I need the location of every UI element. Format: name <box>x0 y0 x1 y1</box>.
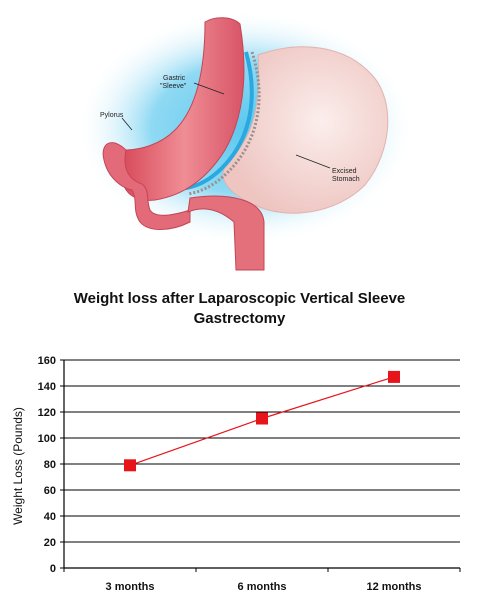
data-point-12-months <box>388 370 400 383</box>
pylorus-loop <box>102 142 191 230</box>
pylorus-label: Pylorus <box>100 112 133 131</box>
chart-title: Weight loss after Laparoscopic Vertical … <box>0 289 479 329</box>
y-tick-label-160: 160 <box>38 355 56 367</box>
excised-stomach-label: Excised Stomach <box>295 154 360 183</box>
chart-title-line-1: Weight loss after Laparoscopic Vertical … <box>73 290 406 307</box>
weight-loss-chart: 0 20 40 60 80 100 120 140 160 3 months 6 months 12… <box>11 355 461 593</box>
y-tick-label-60: 60 <box>44 485 56 497</box>
gastrectomy-illustration: Gastric "Sleeve" Pylorus Excised Stomach <box>75 10 415 271</box>
y-tick-label-100: 100 <box>38 433 56 445</box>
x-tick-label-1: 3 months <box>106 581 155 593</box>
y-tick-labels: 0 20 40 60 80 100 120 140 160 <box>38 355 56 575</box>
y-tick-label-120: 120 <box>38 407 56 419</box>
svg-text:Stomach: Stomach <box>332 176 360 183</box>
y-tick-label-0: 0 <box>50 563 56 575</box>
svg-text:Gastric: Gastric <box>163 75 186 82</box>
staple-line <box>187 51 261 196</box>
y-tick-label-40: 40 <box>44 511 56 523</box>
x-tick-label-2: 6 months <box>238 581 287 593</box>
gastric-sleeve-label: Gastric "Sleeve" <box>160 75 225 95</box>
series-weight-loss <box>124 370 400 472</box>
data-point-3-months <box>124 459 136 472</box>
y-tick-label-140: 140 <box>38 381 56 393</box>
chart-title-line-2: Gastrectomy <box>193 310 286 327</box>
y-axis-label: Weight Loss (Pounds) <box>11 407 25 525</box>
gridlines <box>60 359 460 569</box>
data-point-6-months <box>256 412 268 425</box>
svg-text:Excised: Excised <box>332 168 357 175</box>
x-tick-label-3: 12 months <box>366 581 421 593</box>
x-tick-labels: 3 months 6 months 12 months <box>106 581 422 593</box>
svg-text:Pylorus: Pylorus <box>100 112 124 119</box>
gastric-sleeve <box>123 17 245 201</box>
y-tick-label-80: 80 <box>44 459 56 471</box>
svg-text:"Sleeve": "Sleeve" <box>160 83 187 90</box>
duodenum <box>187 195 265 271</box>
y-tick-label-20: 20 <box>44 537 56 549</box>
axes <box>63 360 461 572</box>
blue-gap <box>185 51 254 190</box>
